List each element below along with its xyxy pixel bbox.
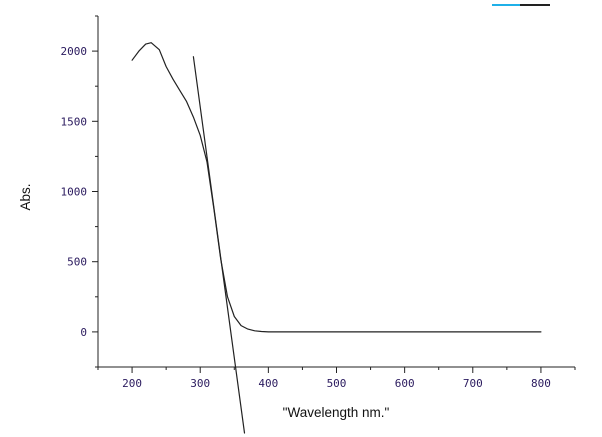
corner-mark-blue — [492, 4, 520, 6]
corner-mark-black — [520, 4, 550, 6]
axes: 0 500 1000 1500 2000 200 300 400 500 600 700 800 — [61, 15, 576, 390]
x-tick-label: 200 — [122, 377, 142, 390]
y-tick-label: 500 — [67, 256, 87, 269]
x-tick-label: 400 — [258, 377, 278, 390]
y-axis-title: Abs. — [18, 183, 33, 210]
y-tick-label: 1500 — [61, 115, 88, 128]
absorbance-curve — [131, 42, 542, 333]
x-tick-label: 600 — [395, 377, 415, 390]
tangent-line — [192, 56, 246, 434]
x-tick-label: 700 — [463, 377, 483, 390]
y-tick-label: 0 — [80, 326, 87, 339]
x-tick-label: 300 — [190, 377, 210, 390]
x-tick-label: 800 — [531, 377, 551, 390]
x-axis-title: "Wavelength nm." — [283, 405, 390, 420]
plot-area — [131, 42, 542, 434]
y-tick-label: 2000 — [61, 45, 88, 58]
y-tick-label: 1000 — [61, 186, 88, 199]
x-tick-label: 500 — [327, 377, 347, 390]
